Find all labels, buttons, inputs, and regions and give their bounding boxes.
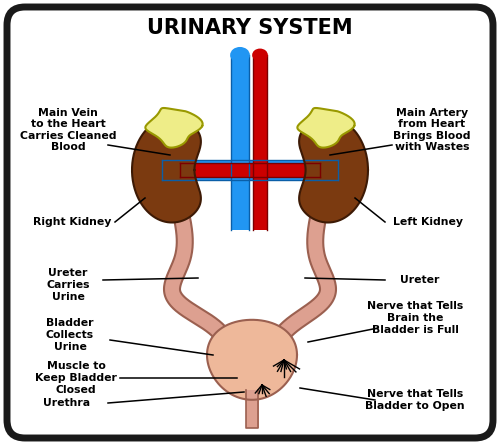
Bar [253, 55, 267, 230]
Text: Left Kidney: Left Kidney [393, 217, 463, 227]
Polygon shape [207, 320, 297, 400]
FancyBboxPatch shape [7, 7, 493, 438]
Text: Main Vein
to the Heart
Carries Cleaned
Blood: Main Vein to the Heart Carries Cleaned B… [20, 108, 116, 152]
Bar [162, 160, 338, 180]
Bar [180, 163, 320, 177]
Text: Ureter: Ureter [400, 275, 440, 285]
Text: Ureter
Carries
Urine: Ureter Carries Urine [46, 268, 90, 302]
Ellipse shape [231, 48, 249, 62]
Text: Urethra: Urethra [44, 398, 90, 408]
Polygon shape [298, 108, 354, 148]
Text: Bladder
Collects
Urine: Bladder Collects Urine [46, 319, 94, 352]
Text: Nerve that Tells
Bladder to Open: Nerve that Tells Bladder to Open [365, 389, 465, 411]
Polygon shape [146, 108, 203, 148]
Text: Main Artery
from Heart
Brings Blood
with Wastes: Main Artery from Heart Brings Blood with… [393, 108, 471, 152]
Text: URINARY SYSTEM: URINARY SYSTEM [147, 18, 353, 38]
Text: Nerve that Tells
Brain the
Bladder is Full: Nerve that Tells Brain the Bladder is Fu… [367, 301, 463, 335]
Text: Right Kidney: Right Kidney [33, 217, 111, 227]
Ellipse shape [253, 49, 267, 61]
Polygon shape [299, 117, 368, 222]
Text: Muscle to
Keep Bladder
Closed: Muscle to Keep Bladder Closed [35, 361, 117, 395]
Polygon shape [132, 117, 201, 222]
Bar [246, 390, 259, 428]
Bar [231, 55, 249, 230]
